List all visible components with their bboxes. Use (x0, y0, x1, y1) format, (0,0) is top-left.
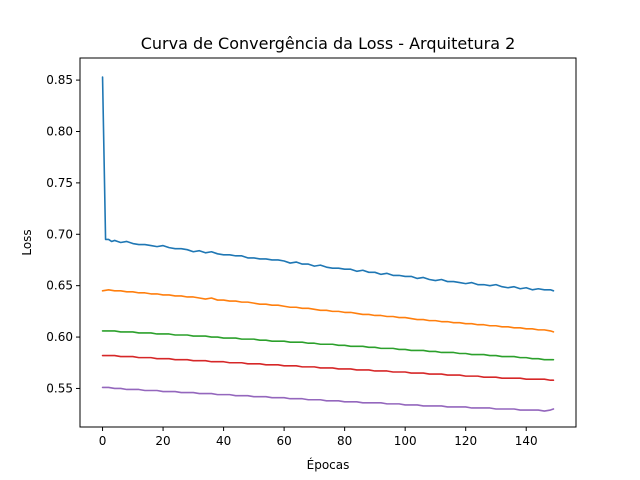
y-tick-label: 0.80 (46, 124, 73, 138)
x-tick-label: 100 (394, 434, 417, 448)
y-tick-label: 0.55 (46, 381, 73, 395)
series-line-2 (101, 288, 555, 333)
x-tick-label: 80 (337, 434, 352, 448)
series-line-3 (101, 330, 555, 361)
y-tick-label: 0.65 (46, 279, 73, 293)
y-tick-label: 0.70 (46, 227, 73, 241)
series-layer (101, 76, 555, 412)
x-tick-label: 140 (515, 434, 538, 448)
chart-title: Curva de Convergência da Loss - Arquitet… (141, 34, 516, 53)
y-axis-ticks: 0.55 0.60 0.65 0.70 0.75 0.80 0.85 (46, 73, 80, 395)
x-tick-label: 20 (155, 434, 170, 448)
y-tick-label: 0.75 (46, 176, 73, 190)
x-tick-label: 0 (99, 434, 107, 448)
plot-frame (79, 57, 577, 428)
x-tick-label: 120 (454, 434, 477, 448)
x-axis-label: Épocas (307, 457, 350, 472)
x-tick-label: 60 (276, 434, 291, 448)
y-tick-label: 0.60 (46, 330, 73, 344)
series-line-4 (101, 354, 555, 382)
x-tick-label: 40 (216, 434, 231, 448)
series-line-1 (101, 76, 555, 292)
x-axis-ticks: 0 20 40 60 80 100 120 140 (99, 427, 538, 448)
series-line-5 (101, 386, 555, 412)
y-tick-label: 0.85 (46, 73, 73, 87)
y-axis-label: Loss (20, 229, 34, 255)
